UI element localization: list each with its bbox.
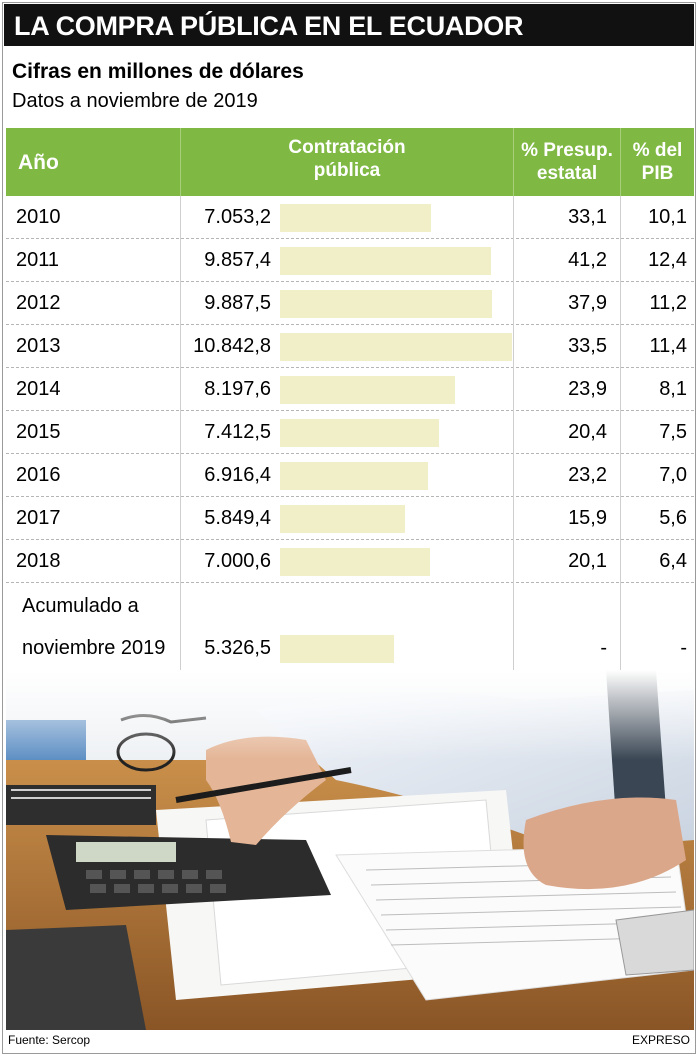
- header-pib: % del PIB: [621, 128, 694, 196]
- row-separator: [6, 324, 694, 325]
- page-title: LA COMPRA PÚBLICA EN EL ECUADOR: [4, 4, 694, 46]
- row-pib: 12,4: [648, 249, 687, 271]
- table-row: 2016 6.916,4 23,2 7,0: [6, 454, 694, 497]
- header-presupuesto-line1: % Presup.: [521, 140, 613, 161]
- row-year: 2016: [16, 464, 61, 486]
- row-year: 2013: [16, 335, 61, 357]
- row-pib: 6,4: [659, 550, 687, 572]
- row-pib: 7,5: [659, 421, 687, 443]
- header-presupuesto: % Presup. estatal: [513, 128, 621, 196]
- row-presup: 37,9: [568, 292, 607, 314]
- row-value: 5.849,4: [204, 507, 271, 529]
- table-row: 2013 10.842,8 33,5 11,4: [6, 325, 694, 368]
- column-divider: [513, 196, 514, 670]
- row-separator: [6, 410, 694, 411]
- row-presup: 23,9: [568, 378, 607, 400]
- table-row: 2010 7.053,2 33,1 10,1: [6, 196, 694, 239]
- row-pib: 8,1: [659, 378, 687, 400]
- bar-2014: [280, 376, 456, 404]
- header-divider: [180, 128, 181, 196]
- row-pib: 11,2: [649, 292, 687, 314]
- header-year: Año: [18, 150, 59, 174]
- row-value: 9.887,5: [204, 292, 271, 314]
- bar-2013: [280, 333, 512, 361]
- row-separator: [6, 453, 694, 454]
- header-pib-line1: % del: [632, 140, 683, 161]
- header-presupuesto-line2: estatal: [536, 163, 598, 184]
- header-pib-line2: PIB: [641, 163, 674, 184]
- row-value: 10.842,8: [193, 335, 271, 357]
- bar-accumulated: [280, 635, 394, 663]
- table-row: 2017 5.849,4 15,9 5,6: [6, 497, 694, 540]
- bar-2016: [280, 462, 428, 490]
- bar-2018: [280, 548, 430, 576]
- row-year: 2011: [16, 249, 60, 271]
- row-year: 2014: [16, 378, 61, 400]
- row-pib: 11,4: [649, 335, 687, 357]
- bar-2017: [280, 505, 406, 533]
- row-separator: [6, 367, 694, 368]
- accumulated-presup: -: [600, 637, 607, 659]
- row-presup: 33,5: [568, 335, 607, 357]
- header-contratacion-line2: pública: [313, 160, 381, 181]
- row-presup: 15,9: [568, 507, 607, 529]
- brand-logo-text: EXPRESO: [631, 1033, 690, 1047]
- bar-2015: [280, 419, 439, 447]
- row-separator: [6, 238, 694, 239]
- row-presup: 20,4: [568, 421, 607, 443]
- subtitle: Cifras en millones de dólares: [12, 60, 304, 83]
- row-presup: 23,2: [568, 464, 607, 486]
- accumulated-pib: -: [680, 637, 687, 659]
- header-divider: [513, 128, 514, 196]
- row-pib: 5,6: [659, 507, 687, 529]
- row-separator: [6, 496, 694, 497]
- row-year: 2017: [16, 507, 61, 529]
- bar-2011: [280, 247, 491, 275]
- row-value: 8.197,6: [204, 378, 271, 400]
- row-separator: [6, 281, 694, 282]
- row-value: 7.000,6: [204, 550, 271, 572]
- row-separator: [6, 539, 694, 540]
- row-presup: 20,1: [568, 550, 607, 572]
- row-presup: 41,2: [568, 249, 607, 271]
- row-year: 2012: [16, 292, 61, 314]
- bar-2010: [280, 204, 431, 232]
- row-value: 6.916,4: [204, 464, 271, 486]
- header-divider: [620, 128, 621, 196]
- row-separator: [6, 582, 694, 583]
- table-row: 2015 7.412,5 20,4 7,5: [6, 411, 694, 454]
- desk-photo-illustration: [6, 670, 694, 1030]
- table-row: 2011 9.857,4 41,2 12,4: [6, 239, 694, 282]
- column-divider: [620, 196, 621, 670]
- accumulated-label-line1: Acumulado a: [22, 595, 139, 617]
- row-value: 7.412,5: [204, 421, 271, 443]
- row-year: 2015: [16, 421, 61, 443]
- table-row-accumulated: Acumulado a noviembre 2019 5.326,5 - -: [6, 585, 694, 670]
- table-row: 2018 7.000,6 20,1 6,4: [6, 540, 694, 583]
- accumulated-value: 5.326,5: [204, 637, 271, 659]
- row-year: 2010: [16, 206, 61, 228]
- table-header: Año Contratación pública % Presup. estatal…: [6, 128, 694, 196]
- row-value: 7.053,2: [204, 206, 271, 228]
- row-pib: 7,0: [659, 464, 687, 486]
- source-note: Fuente: Sercop: [8, 1033, 91, 1047]
- row-pib: 10,1: [648, 206, 687, 228]
- desk-scene-image: [6, 670, 694, 1030]
- column-divider: [180, 196, 181, 670]
- row-value: 9.857,4: [204, 249, 271, 271]
- date-note: Datos a noviembre de 2019: [12, 90, 258, 112]
- row-presup: 33,1: [568, 206, 607, 228]
- table-row: 2012 9.887,5 37,9 11,2: [6, 282, 694, 325]
- header-contratacion-line1: Contratación: [288, 137, 406, 158]
- table-row: 2014 8.197,6 23,9 8,1: [6, 368, 694, 411]
- row-year: 2018: [16, 550, 61, 572]
- header-contratacion: Contratación pública: [181, 128, 513, 196]
- bar-2012: [280, 290, 492, 318]
- accumulated-label-line2: noviembre 2019: [22, 637, 166, 659]
